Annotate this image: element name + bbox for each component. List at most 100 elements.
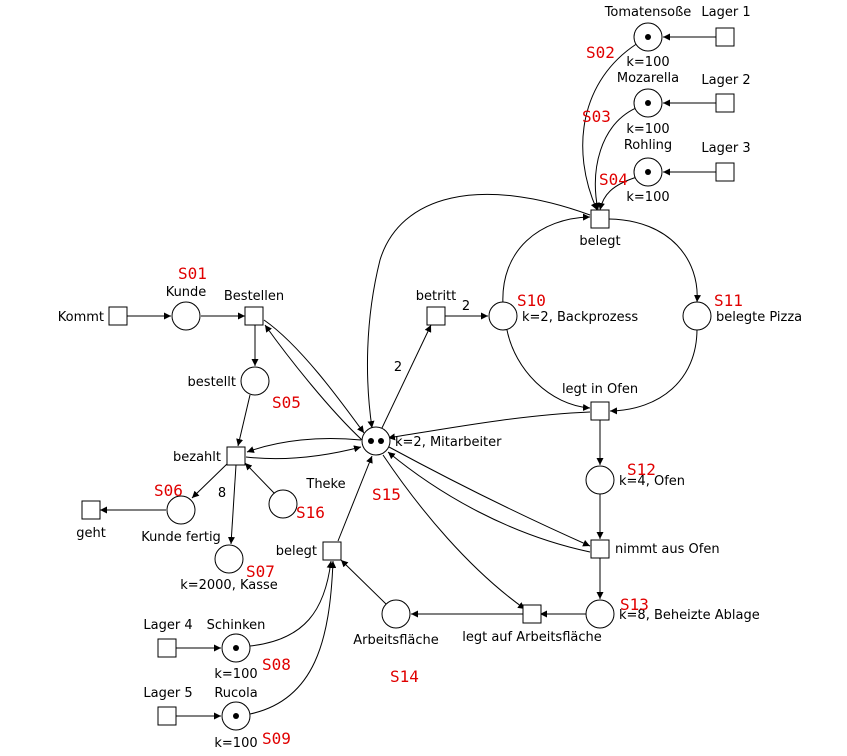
label-belegte-pizza: belegte Pizza	[716, 310, 802, 325]
arc-rohling-belegt	[597, 176, 638, 211]
label-backprozess: k=2, Backprozess	[522, 310, 638, 325]
transition-legt-in-ofen	[590, 401, 610, 421]
arc-bezahlt-kasse	[227, 464, 237, 545]
arc-bezahlt-mitarbeiter	[245, 445, 362, 460]
arc-belegt-belegtepizza	[608, 218, 701, 303]
id-s05: S05	[272, 393, 301, 412]
id-s13: S13	[620, 595, 649, 614]
label-tomatensosse: Tomatensoße	[604, 5, 692, 20]
label-schinken: Schinken	[207, 618, 266, 633]
transition-lager2	[715, 93, 735, 113]
arc-mozarella-belegt	[593, 107, 637, 211]
id-s16: S16	[296, 503, 325, 522]
id-s01: S01	[178, 264, 207, 283]
label-lager1: Lager 1	[701, 5, 750, 20]
token	[233, 713, 239, 719]
place-theke	[268, 489, 298, 519]
label-bezahlt: bezahlt	[173, 450, 221, 465]
place-kasse	[214, 544, 244, 574]
label-belegt-bottom: belegt	[276, 544, 317, 559]
id-s10: S10	[517, 291, 546, 310]
capacity-mozarella: k=100	[626, 122, 669, 137]
label-geht: geht	[76, 526, 106, 541]
id-s15: S15	[372, 485, 401, 504]
id-s09: S09	[262, 729, 291, 748]
label-lager4: Lager 4	[143, 618, 192, 633]
label-legt-auf-arbeitsflaeche: legt auf Arbeitsfläche	[462, 630, 602, 645]
place-ids: S02 S03 S04 S01 S10 S11 S05 S12 S15 S06 …	[154, 43, 743, 748]
transition-betritt	[426, 306, 446, 326]
transition-lager4	[157, 638, 177, 658]
arc-mitarbeiter-bestellen	[264, 324, 363, 441]
id-s12: S12	[627, 460, 656, 479]
arc-belegt-mitarbeiter-2	[337, 455, 373, 542]
arcs	[100, 33, 716, 720]
id-s11: S11	[714, 291, 743, 310]
arc-bestellen-mitarbeiter	[263, 319, 365, 434]
arc-rucola-belegt	[249, 560, 337, 715]
id-s03: S03	[582, 107, 611, 126]
place-kunde-fertig	[166, 495, 196, 525]
id-s02: S02	[586, 43, 615, 62]
arc-mitarbeiter-legtaufarbeitsflaeche	[382, 454, 526, 610]
label-rohling: Rohling	[624, 138, 672, 153]
place-belegte-pizza	[682, 301, 712, 331]
token	[378, 438, 384, 444]
arc-legtinofen-mitarbeiter	[387, 411, 591, 441]
transition-geht	[81, 500, 101, 520]
label-kunde: Kunde	[166, 285, 207, 300]
weight-mitarbeiter-betritt: 2	[394, 360, 402, 375]
arc-tomatensosse-belegt	[582, 42, 639, 211]
arc-mitarbeiter-betritt	[380, 324, 432, 431]
label-nimmt-aus-ofen: nimmt aus Ofen	[615, 542, 720, 557]
transition-lager3	[715, 162, 735, 182]
arc-mitarbeiter-nimmtausofen	[388, 446, 591, 547]
arc-belegt-mitarbeiter	[366, 193, 591, 429]
id-s07: S07	[246, 562, 275, 581]
transition-nimmt-aus-ofen	[590, 539, 610, 559]
place-ofen	[585, 465, 615, 495]
arc-nimmtausofen-mitarbeiter	[387, 451, 591, 553]
id-s08: S08	[262, 655, 291, 674]
arc-backprozess-legtinofen	[506, 329, 591, 411]
id-s04: S04	[599, 170, 628, 189]
transition-kommt	[108, 306, 128, 326]
capacity-schinken: k=100	[214, 667, 257, 682]
capacity-rucola: k=100	[214, 736, 257, 751]
place-mitarbeiter	[361, 426, 391, 456]
transition-bestellen	[244, 306, 264, 326]
transition-legt-auf-arbeitsflaeche	[522, 604, 542, 624]
arc-backprozess-belegt	[502, 213, 591, 306]
label-kasse: k=2000, Kasse	[180, 578, 278, 593]
transition-belegt-bottom	[322, 541, 342, 561]
label-legt-in-ofen: legt in Ofen	[562, 382, 638, 397]
token	[645, 100, 651, 106]
label-mitarbeiter: k=2, Mitarbeiter	[395, 435, 502, 450]
arc-schinken-belegt	[249, 560, 334, 647]
label-beheizte-ablage: k=8, Beheizte Ablage	[619, 608, 760, 623]
token	[368, 438, 374, 444]
transition-lager5	[157, 706, 177, 726]
transitions	[81, 27, 735, 726]
arc-mitarbeiter-bezahlt	[246, 438, 362, 453]
place-bestellt	[240, 366, 270, 396]
arc-arbeitsflaeche-belegt	[340, 559, 387, 605]
label-arbeitsflaeche: Arbeitsfläche	[353, 633, 439, 648]
label-kunde-fertig: Kunde fertig	[141, 530, 221, 545]
arc-theke-bezahlt	[244, 462, 276, 495]
label-bestellen: Bestellen	[224, 289, 284, 304]
transition-lager1	[715, 27, 735, 47]
capacity-tomatensosse: k=100	[626, 55, 669, 70]
label-kommt: Kommt	[58, 310, 104, 325]
label-lager5: Lager 5	[143, 686, 192, 701]
label-bestellt: bestellt	[188, 375, 236, 390]
weight-betritt-backprozess: 2	[462, 299, 470, 314]
place-kunde	[171, 301, 201, 331]
label-mozarella: Mozarella	[617, 71, 679, 86]
label-belegt-top: belegt	[579, 234, 620, 249]
places	[166, 22, 712, 731]
label-betritt: betritt	[416, 289, 457, 304]
label-theke: Theke	[305, 477, 345, 492]
id-s14: S14	[390, 667, 419, 686]
